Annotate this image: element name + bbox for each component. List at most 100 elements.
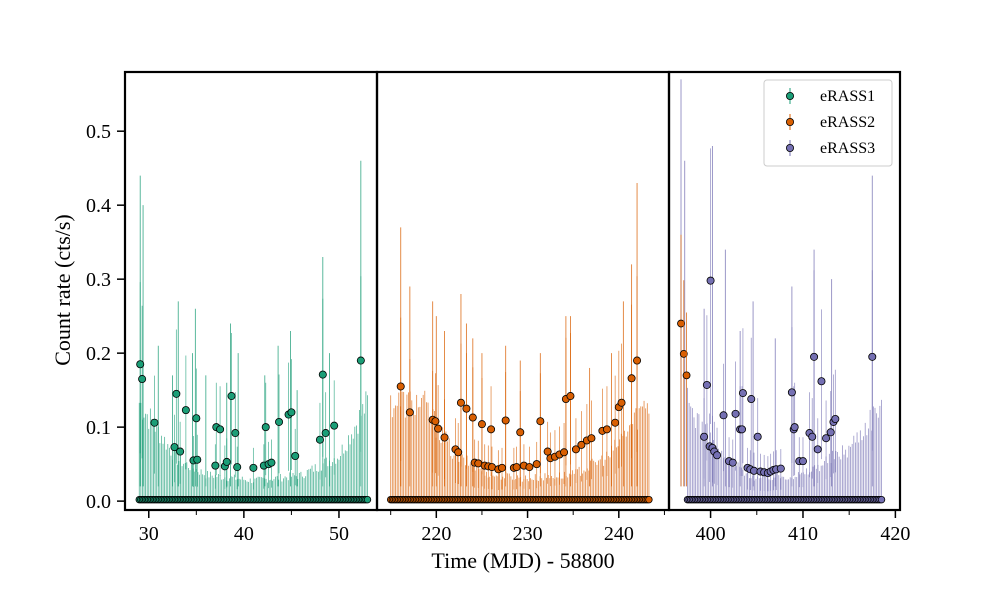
panel-plot-area: [677, 79, 886, 504]
data-point: [731, 409, 740, 418]
data-point: [440, 433, 449, 442]
data-point: [611, 418, 620, 427]
data-point: [525, 463, 534, 472]
data-point: [719, 411, 728, 420]
panel-frame: [375, 70, 671, 512]
data-point: [211, 461, 220, 470]
data-point: [176, 447, 185, 456]
x-tick-label: 240: [604, 523, 634, 545]
x-tick-label: 420: [880, 523, 910, 545]
data-point: [738, 389, 747, 398]
data-point: [512, 463, 521, 472]
data-point: [753, 432, 762, 441]
data-point: [543, 447, 552, 456]
data-point: [231, 429, 240, 438]
data-point: [150, 418, 159, 427]
x-tick-label: 230: [513, 523, 543, 545]
data-point: [434, 424, 443, 433]
y-tick-label: 0.3: [86, 269, 111, 291]
data-point: [750, 466, 759, 475]
x-tick-label: 30: [139, 523, 159, 545]
data-point: [587, 434, 596, 443]
data-point: [728, 458, 737, 467]
data-point: [813, 445, 822, 454]
data-point: [456, 398, 465, 407]
data-point: [700, 432, 709, 441]
data-point: [321, 429, 330, 438]
data-point: [222, 457, 231, 466]
data-point: [192, 414, 201, 423]
x-tick-label: 50: [329, 523, 349, 545]
data-point: [462, 404, 471, 413]
data-point: [532, 460, 541, 469]
data-point: [627, 374, 636, 383]
data-point: [136, 360, 145, 369]
data-point: [817, 377, 826, 386]
data-point-zero: [363, 495, 372, 504]
legend-label: eRASS1: [820, 88, 875, 105]
legend-marker: [786, 92, 795, 101]
data-point: [706, 276, 715, 285]
data-point: [249, 463, 258, 472]
data-point: [267, 458, 276, 467]
data-point: [566, 392, 575, 401]
data-point: [868, 352, 877, 361]
legend-marker: [786, 143, 795, 152]
axes-layer: Time (MJD) - 58800 Count rate (cts/s): [50, 214, 615, 573]
legend: eRASS1 eRASS2 eRASS3: [763, 79, 893, 167]
y-axis: 0.0 0.1 0.2 0.3 0.4 0.5: [86, 121, 125, 513]
data-point: [138, 375, 147, 384]
data-point: [216, 425, 225, 434]
legend-label: eRASS3: [820, 140, 875, 157]
data-point: [790, 423, 799, 432]
data-point: [798, 457, 807, 466]
data-point: [679, 349, 688, 358]
data-point: [318, 370, 327, 379]
data-point: [172, 389, 181, 398]
data-point: [181, 406, 190, 415]
data-point: [822, 434, 831, 443]
data-point: [405, 408, 414, 417]
data-point: [826, 428, 835, 437]
data-point: [776, 464, 785, 473]
data-point: [702, 380, 711, 389]
data-point-zero: [877, 495, 886, 504]
x-axis-title: Time (MJD) - 58800: [431, 548, 614, 573]
panel-plot-area: [386, 182, 653, 504]
panel-1: 30 40 50: [123, 70, 379, 545]
data-point: [396, 382, 405, 391]
data-point: [356, 356, 365, 365]
panels-layer: 30 40 50 220 230 240 400 410 4200.00.10.20.30.40…: [86, 70, 910, 545]
data-point: [747, 395, 756, 404]
data-point: [233, 463, 242, 472]
y-tick-label: 0.0: [86, 491, 111, 513]
data-point: [571, 445, 580, 454]
data-point: [617, 398, 626, 407]
data-point: [330, 421, 339, 430]
data-point: [738, 425, 747, 434]
data-point: [808, 432, 817, 441]
panel-2: 220 230 240: [375, 70, 671, 545]
data-point: [477, 420, 486, 429]
legend-box: [763, 79, 893, 167]
panel-plot-area: [135, 160, 372, 504]
panel-frame: [667, 70, 902, 512]
data-point: [682, 371, 691, 380]
y-axis-title: Count rate (cts/s): [50, 214, 75, 366]
data-point: [227, 392, 236, 401]
data-point: [454, 448, 463, 457]
data-point: [787, 388, 796, 397]
data-point: [315, 435, 324, 444]
panel-3: 400 410 420: [667, 70, 910, 545]
data-point: [633, 356, 642, 365]
data-point: [487, 425, 496, 434]
x-tick-label: 400: [696, 523, 726, 545]
data-point: [831, 414, 840, 423]
data-point: [291, 451, 300, 460]
data-point-zero: [645, 495, 653, 504]
data-point: [501, 416, 510, 425]
data-point: [536, 417, 545, 426]
data-point: [275, 417, 284, 426]
